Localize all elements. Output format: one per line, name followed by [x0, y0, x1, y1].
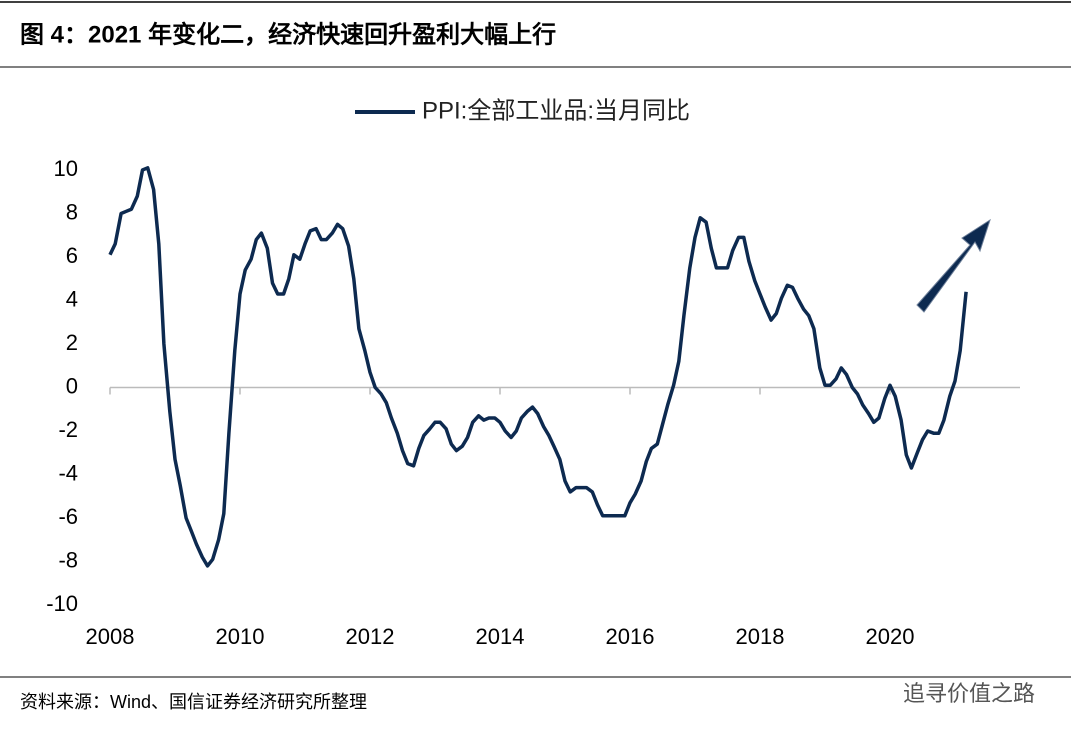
x-tick-label: 2016 [606, 624, 655, 649]
source: 资料来源：Wind、国信证券经济研究所整理 [20, 692, 367, 712]
y-tick-label: -2 [58, 417, 78, 442]
x-tick-label: 2014 [476, 624, 525, 649]
x-tick-label: 2020 [866, 624, 915, 649]
y-tick-label: 6 [66, 243, 78, 268]
y-tick-label: -8 [58, 547, 78, 572]
x-tick-label: 2010 [216, 624, 265, 649]
y-tick-label: 4 [66, 286, 78, 311]
y-tick-label: -6 [58, 504, 78, 529]
y-tick-label: -10 [46, 591, 78, 616]
y-tick-label: -4 [58, 460, 78, 485]
x-tick-label: 2012 [346, 624, 395, 649]
x-tick-label: 2018 [736, 624, 785, 649]
legend-label: PPI:全部工业品:当月同比 [422, 97, 690, 124]
y-tick-label: 8 [66, 199, 78, 224]
y-tick-label: 0 [66, 373, 78, 398]
x-tick-label: 2008 [86, 624, 135, 649]
y-tick-label: 2 [66, 330, 78, 355]
watermark: 追寻价值之路 [903, 681, 1035, 706]
chart-title: 图 4：2021 年变化二，经济快速回升盈利大幅上行 [20, 20, 556, 48]
series-line [108, 166, 968, 568]
up-arrow [916, 218, 991, 313]
y-tick-label: 10 [54, 156, 78, 181]
